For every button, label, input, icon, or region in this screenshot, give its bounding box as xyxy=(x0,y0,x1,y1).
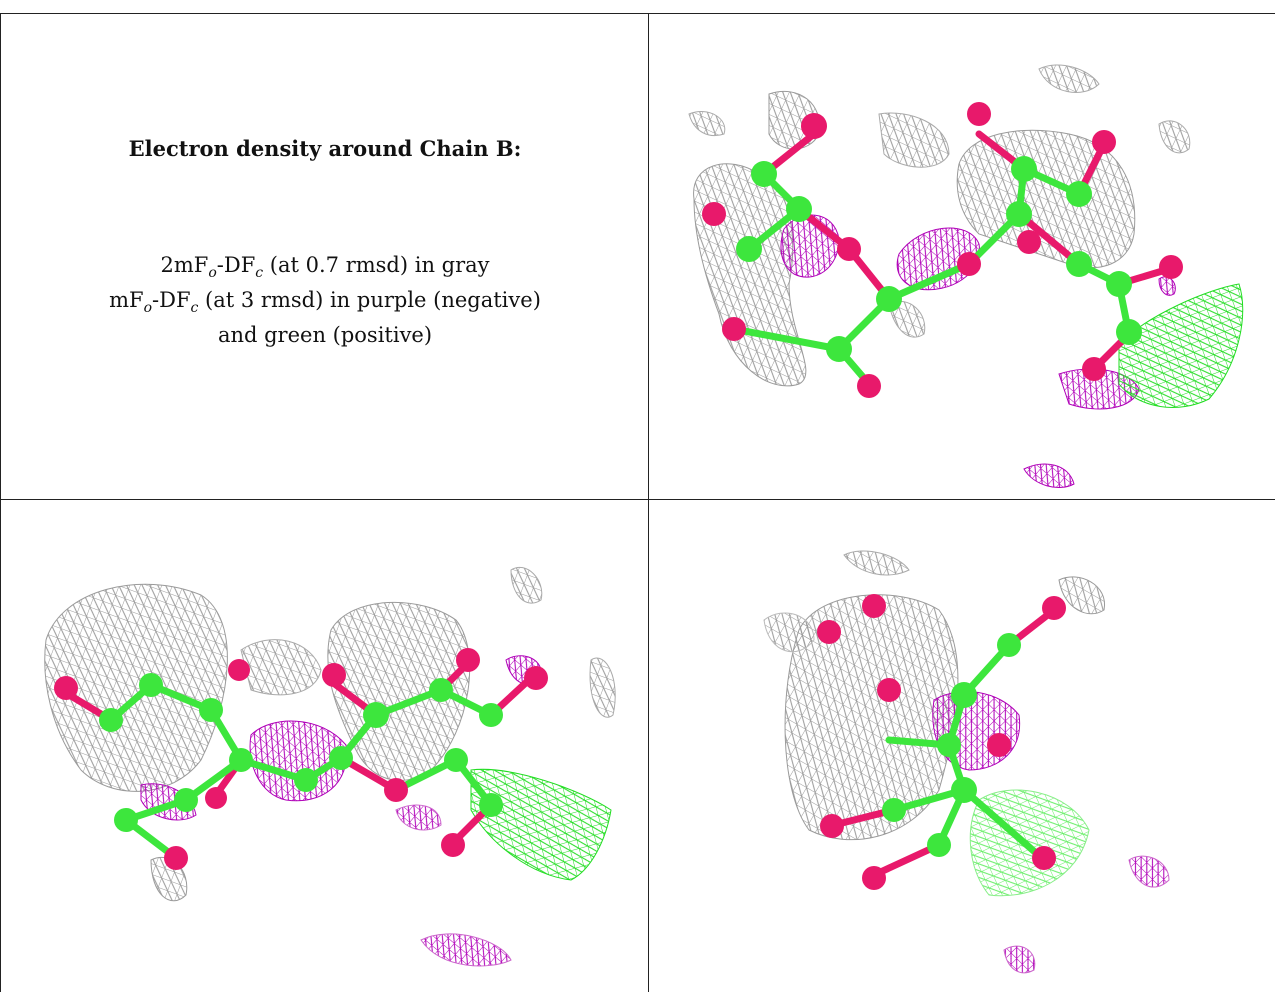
gray-mesh xyxy=(784,594,959,841)
gray-mesh xyxy=(878,112,950,168)
gray-mesh xyxy=(240,639,322,696)
caption-text: -DF xyxy=(152,288,191,312)
gray-mesh xyxy=(1158,120,1191,154)
border-left xyxy=(0,13,1,992)
purple-mesh xyxy=(1158,276,1176,296)
purple-mesh xyxy=(1128,855,1170,888)
atoms xyxy=(702,102,1183,398)
caption-subscript: o xyxy=(208,265,217,282)
caption-line-mfo-dfc: mFo-DFc (at 3 rmsd) in purple (negative) xyxy=(30,288,620,316)
caption-text: -DF xyxy=(216,253,256,277)
molecule-render-3 xyxy=(763,550,1170,974)
density-view-bottom-left xyxy=(1,500,648,992)
caption-text: (at 0.7 rmsd) in gray xyxy=(263,253,490,277)
caption-text: mF xyxy=(109,288,144,312)
caption-line-green: and green (positive) xyxy=(217,323,433,347)
border-top xyxy=(0,13,1275,14)
purple-mesh xyxy=(420,933,512,967)
molecule-render-2 xyxy=(44,566,616,967)
caption-text: (at 3 rmsd) in purple (negative) xyxy=(198,288,541,312)
purple-mesh xyxy=(395,804,442,831)
border-middle-horizontal xyxy=(0,499,1275,500)
border-middle-vertical xyxy=(648,13,649,992)
density-view-bottom-right xyxy=(649,500,1275,992)
purple-mesh xyxy=(249,720,348,802)
purple-mesh xyxy=(1023,463,1075,488)
molecule-render-1 xyxy=(688,64,1244,488)
caption-line-2mfo-dfc: 2mFo-DFc (at 0.7 rmsd) in gray xyxy=(30,253,620,281)
atoms xyxy=(54,648,548,870)
caption-cell: Electron density around Chain B: 2mFo-DF… xyxy=(30,0,620,500)
gray-mesh xyxy=(1058,576,1105,615)
gray-mesh xyxy=(763,612,815,653)
green-mesh xyxy=(470,768,612,881)
gray-mesh xyxy=(688,111,726,137)
gray-mesh xyxy=(510,566,543,604)
caption-subscript: o xyxy=(143,300,153,317)
purple-mesh xyxy=(1003,945,1036,974)
gray-mesh xyxy=(44,583,228,792)
caption-title: Electron density around Chain B: xyxy=(128,136,522,161)
caption-text: 2mF xyxy=(160,253,209,277)
gray-mesh xyxy=(888,300,926,338)
gray-mesh xyxy=(1038,64,1100,93)
purple-mesh xyxy=(780,214,840,278)
gray-mesh xyxy=(843,550,910,576)
green-mesh xyxy=(1118,283,1244,408)
gray-mesh xyxy=(589,657,616,718)
density-view-top-right xyxy=(649,14,1275,499)
caption-subscript: c xyxy=(190,300,199,317)
caption-subscript: c xyxy=(255,265,264,282)
atoms xyxy=(817,594,1066,890)
